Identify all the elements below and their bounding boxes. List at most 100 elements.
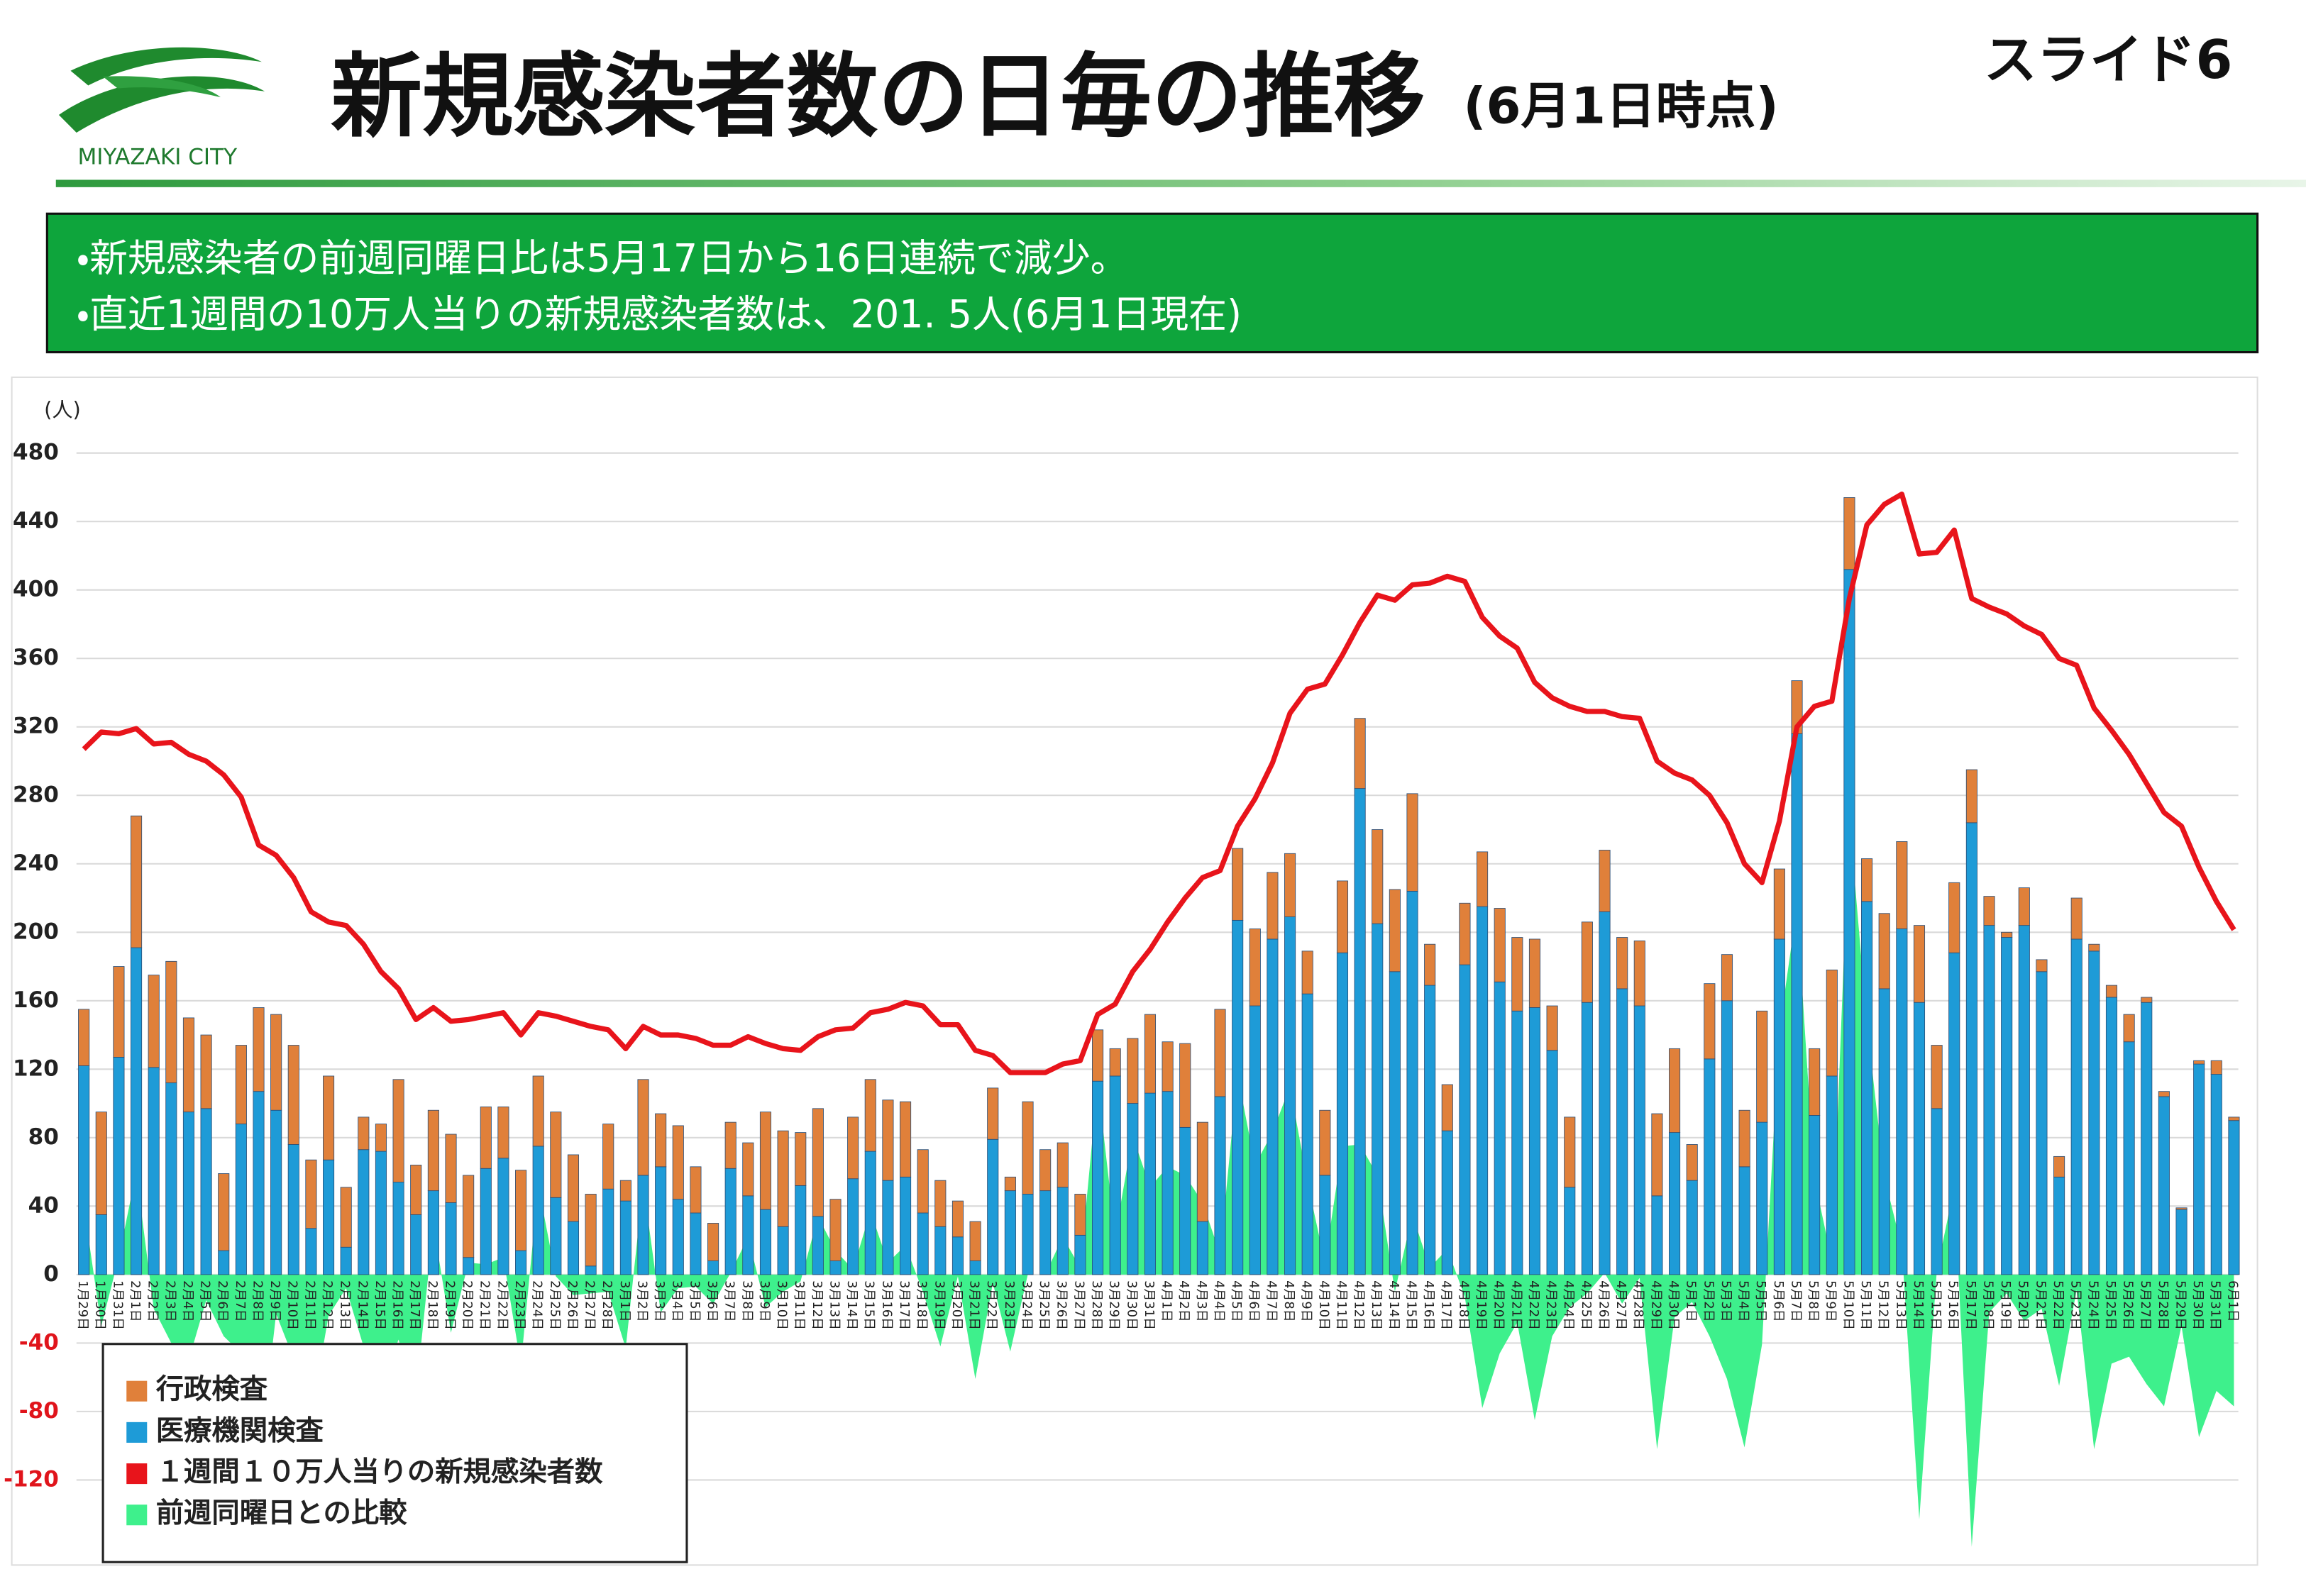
x-tick-label: 4月4日 xyxy=(1211,1280,1226,1321)
bar-segment xyxy=(1459,964,1471,1275)
x-tick-label: 3月22日 xyxy=(984,1280,999,1330)
x-tick-label: 3月13日 xyxy=(827,1280,842,1330)
bar-segment xyxy=(1372,829,1384,924)
x-tick-label: 2月9日 xyxy=(267,1280,282,1321)
bar-segment xyxy=(655,1166,667,1275)
bar-segment xyxy=(1599,911,1611,1275)
x-tick-label: 2月18日 xyxy=(425,1280,440,1330)
bar-segment xyxy=(1196,1221,1208,1275)
bar-segment xyxy=(2158,1096,2170,1275)
bar-segment xyxy=(2193,1060,2205,1065)
x-tick-label: 2月21日 xyxy=(478,1280,492,1330)
bar-segment xyxy=(550,1197,562,1275)
bar-segment xyxy=(1022,1194,1034,1275)
x-tick-label: 2月13日 xyxy=(338,1280,353,1330)
x-tick-label: 4月20日 xyxy=(1491,1280,1506,1330)
bar-segment xyxy=(1336,880,1349,953)
bar-segment xyxy=(358,1116,370,1151)
x-tick-label: 4月15日 xyxy=(1403,1280,1418,1330)
x-tick-label: 5月27日 xyxy=(2138,1280,2153,1330)
x-tick-label: 3月30日 xyxy=(1124,1280,1139,1330)
x-tick-label: 5月24日 xyxy=(2085,1280,2100,1330)
bar-segment xyxy=(2210,1060,2222,1075)
bar-segment xyxy=(1669,1048,1681,1134)
bar-segment xyxy=(427,1190,439,1275)
bar-segment xyxy=(2036,971,2048,1275)
bar-segment xyxy=(1074,1234,1086,1275)
x-tick-label: 3月20日 xyxy=(949,1280,964,1330)
bar-segment xyxy=(497,1158,509,1275)
x-tick-label: 4月17日 xyxy=(1439,1280,1454,1330)
bar-segment xyxy=(131,947,143,1275)
legend-box xyxy=(101,1343,688,1563)
x-tick-label: 3月11日 xyxy=(792,1280,807,1330)
bar-segment xyxy=(2088,943,2100,952)
bar-segment xyxy=(323,1075,335,1160)
bar-segment xyxy=(1232,848,1244,921)
logo xyxy=(58,47,265,133)
x-tick-label: 2月14日 xyxy=(355,1280,370,1330)
bar-segment xyxy=(690,1212,702,1275)
bar-segment xyxy=(2141,1002,2153,1275)
x-tick-label: 4月25日 xyxy=(1579,1280,1594,1330)
bar-segment xyxy=(1214,1009,1226,1097)
y-tick-label: 280 xyxy=(13,782,59,807)
y-tick-label: 440 xyxy=(13,508,59,533)
y-tick-label: 480 xyxy=(13,440,59,465)
bar-segment xyxy=(270,1014,282,1111)
bar-segment xyxy=(707,1223,719,1261)
bar-segment xyxy=(1057,1142,1069,1188)
bar-segment xyxy=(2175,1209,2188,1275)
bar-segment xyxy=(305,1159,317,1229)
bar-segment xyxy=(847,1116,859,1180)
bar-segment xyxy=(1948,952,1960,1275)
bar-segment xyxy=(1599,850,1611,912)
bar-segment xyxy=(2158,1091,2170,1097)
bar-segment xyxy=(253,1007,265,1092)
bar-segment xyxy=(742,1142,754,1197)
bar-segment xyxy=(1039,1190,1052,1275)
x-tick-label: 3月2日 xyxy=(634,1280,649,1321)
bar-segment xyxy=(1039,1149,1052,1192)
bar-segment xyxy=(1354,788,1366,1275)
bar-segment xyxy=(1738,1109,1750,1168)
x-tick-label: 4月13日 xyxy=(1369,1280,1384,1330)
bar-segment xyxy=(218,1250,230,1275)
x-tick-label: 2月23日 xyxy=(512,1280,527,1330)
x-tick-label: 2月12日 xyxy=(320,1280,335,1330)
bar-segment xyxy=(515,1250,527,1275)
bar-segment xyxy=(1791,733,1803,1275)
bar-segment xyxy=(1179,1043,1191,1128)
x-tick-label: 5月9日 xyxy=(1824,1280,1838,1321)
bar-segment xyxy=(1511,937,1523,1012)
x-tick-label: 5月8日 xyxy=(1806,1280,1821,1321)
x-tick-label: 2月5日 xyxy=(198,1280,213,1321)
bar-segment xyxy=(1284,853,1296,917)
bar-segment xyxy=(795,1185,807,1275)
x-tick-label: 4月29日 xyxy=(1648,1280,1663,1330)
x-tick-label: 4月3日 xyxy=(1194,1280,1209,1321)
x-tick-label: 5月30日 xyxy=(2190,1280,2205,1330)
x-tick-label: 2月26日 xyxy=(565,1280,580,1330)
bar-segment xyxy=(95,1214,107,1275)
x-tick-label: 5月18日 xyxy=(1980,1280,1995,1330)
bar-segment xyxy=(1074,1194,1086,1236)
x-tick-label: 3月4日 xyxy=(670,1280,685,1321)
bar-segment xyxy=(864,1079,876,1152)
bar-segment xyxy=(2070,938,2082,1275)
bar-segment xyxy=(1249,1005,1261,1275)
bar-segment xyxy=(532,1146,544,1275)
bar-segment xyxy=(113,966,125,1058)
bar-segment xyxy=(724,1121,737,1169)
x-tick-label: 2月25日 xyxy=(547,1280,562,1330)
x-tick-label: 2月8日 xyxy=(250,1280,265,1321)
x-tick-label: 5月25日 xyxy=(2103,1280,2118,1330)
bar-segment xyxy=(812,1108,824,1217)
x-tick-label: 3月12日 xyxy=(810,1280,824,1330)
bar-segment xyxy=(1546,1005,1558,1051)
bar-segment xyxy=(497,1106,509,1159)
x-tick-label: 4月26日 xyxy=(1596,1280,1611,1330)
x-tick-label: 1月30日 xyxy=(93,1280,108,1330)
legend-swatch xyxy=(126,1463,148,1485)
